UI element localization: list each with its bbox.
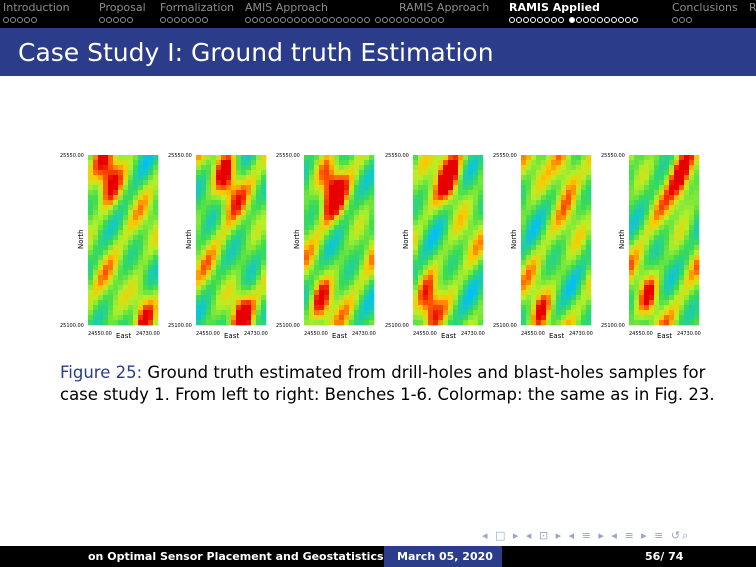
nav-section-proposal[interactable]: Proposal: [99, 1, 146, 14]
footer-date-box: [384, 546, 502, 567]
bench-map-3: 25550.00 25100.00 24550.00 24730.00 North Eas…: [272, 150, 398, 340]
nav-dots-ramis-applied[interactable]: [509, 15, 639, 24]
x-max-label: 24730.00: [677, 331, 701, 337]
y-axis-label: North: [402, 229, 410, 249]
nav-dots-amis-approach[interactable]: [245, 15, 445, 24]
x-max-label: 24730.00: [569, 331, 593, 337]
footer-title: on Optimal Sensor Placement and Geostati…: [88, 550, 384, 563]
x-axis-label: East: [224, 332, 240, 340]
nav-section-conclusions[interactable]: Conclusions: [672, 1, 738, 14]
x-max-label: 24730.00: [244, 331, 268, 337]
x-min-label: 24550.00: [521, 331, 545, 337]
y-min-label: 25100.00: [493, 323, 517, 329]
footer-date: March 05, 2020: [397, 550, 493, 563]
y-min-label: 25100.00: [168, 323, 192, 329]
nav-dots-introduction[interactable]: [3, 15, 38, 24]
heatmap-5: [521, 155, 592, 326]
footer-page-number: 56/ 74: [645, 550, 684, 563]
y-max-label: 25550.00: [385, 153, 409, 159]
heatmap-2: [196, 155, 267, 326]
nav-section-amis-approach[interactable]: AMIS Approach: [245, 1, 328, 14]
caption-label: Figure 25:: [60, 363, 143, 382]
nav-dots-proposal[interactable]: [99, 15, 134, 24]
section-navigation: Introduction Proposal Formalization AMIS…: [0, 0, 756, 28]
x-min-label: 24550.00: [629, 331, 653, 337]
x-min-label: 24550.00: [88, 331, 112, 337]
bench-map-6: 25550.00 25100.00 24550.00 24730.00 North Eas…: [597, 150, 723, 340]
nav-dots-formalization[interactable]: [160, 15, 209, 24]
y-min-label: 25100.00: [601, 323, 625, 329]
bench-map-1: 25550.00 25100.00 24550.00 24730.00 North Eas…: [56, 150, 182, 340]
nav-section-formalization[interactable]: Formalization: [160, 1, 235, 14]
footer-bar: on Optimal Sensor Placement and Geostati…: [0, 546, 756, 567]
y-axis-label: North: [185, 229, 193, 249]
slide-title: Case Study I: Ground truth Estimation: [18, 38, 494, 67]
bench-map-2: 25550.00 25100.00 24550.00 24730.00 North Eas…: [164, 150, 290, 340]
x-axis-label: East: [441, 332, 457, 340]
x-max-label: 24730.00: [461, 331, 485, 337]
nav-section-references[interactable]: R: [749, 1, 756, 14]
y-min-label: 25100.00: [385, 323, 409, 329]
bench-map-4: 25550.00 25100.00 24550.00 24730.00 North Eas…: [381, 150, 507, 340]
heatmap-6: [629, 155, 700, 326]
x-min-label: 24550.00: [413, 331, 437, 337]
nav-section-ramis-applied[interactable]: RAMIS Applied: [509, 1, 600, 14]
x-axis-label: East: [332, 332, 348, 340]
heatmap-4: [413, 155, 484, 326]
y-axis-label: North: [77, 229, 85, 249]
nav-dots-conclusions[interactable]: [672, 15, 693, 24]
nav-section-introduction[interactable]: Introduction: [3, 1, 70, 14]
slide-title-bar: Case Study I: Ground truth Estimation: [0, 28, 756, 76]
y-max-label: 25550.00: [601, 153, 625, 159]
x-min-label: 24550.00: [196, 331, 220, 337]
y-axis-label: North: [510, 229, 518, 249]
y-min-label: 25100.00: [60, 323, 84, 329]
bench-map-5: 25550.00 25100.00 24550.00 24730.00 North Eas…: [489, 150, 615, 340]
nav-section-ramis-approach[interactable]: RAMIS Approach: [399, 1, 490, 14]
x-max-label: 24730.00: [136, 331, 160, 337]
beamer-navigation-symbols[interactable]: ◂ □ ▸ ◂ ⊡ ▸ ◂ ≡ ▸ ◂ ≡ ▸ ≡ ↺⌕: [482, 529, 691, 542]
y-max-label: 25550.00: [493, 153, 517, 159]
figure-caption: Figure 25: Ground truth estimated from d…: [60, 362, 720, 406]
y-max-label: 25550.00: [168, 153, 192, 159]
heatmap-3: [304, 155, 375, 326]
heatmap-1: [88, 155, 159, 326]
y-max-label: 25550.00: [60, 153, 84, 159]
y-axis-label: North: [618, 229, 626, 249]
x-min-label: 24550.00: [304, 331, 328, 337]
x-axis-label: East: [657, 332, 673, 340]
y-min-label: 25100.00: [276, 323, 300, 329]
y-axis-label: North: [293, 229, 301, 249]
x-axis-label: East: [549, 332, 565, 340]
caption-text: Ground truth estimated from drill-holes …: [60, 363, 715, 404]
x-max-label: 24730.00: [352, 331, 376, 337]
y-max-label: 25550.00: [276, 153, 300, 159]
x-axis-label: East: [116, 332, 132, 340]
